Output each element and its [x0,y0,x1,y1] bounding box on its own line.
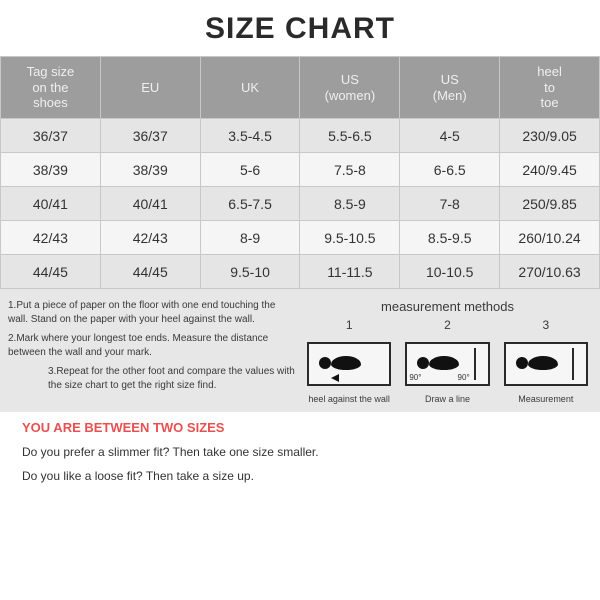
angle-label: 90° [458,373,470,382]
table-cell: 10-10.5 [400,255,500,289]
table-cell: 7.5-8 [300,153,400,187]
method-number: 1 [346,318,353,332]
table-cell: 36/37 [1,119,101,153]
table-cell: 260/10.24 [500,221,600,255]
table-cell: 40/41 [100,187,200,221]
table-row: 38/3938/395-67.5-86-6.5240/9.45 [1,153,600,187]
column-header-line: on the [1,80,100,96]
heel-icon [417,357,429,369]
table-cell: 6.5-7.5 [200,187,300,221]
two-sizes-section: YOU ARE BETWEEN TWO SIZES Do you prefer … [0,412,600,483]
column-header-line: UK [201,80,300,96]
table-cell: 8.5-9.5 [400,221,500,255]
column-header-line: US [300,72,399,88]
column-header-line: (Men) [400,88,499,104]
table-cell: 250/9.85 [500,187,600,221]
table-cell: 9.5-10 [200,255,300,289]
column-header-line: heel [500,64,599,80]
angle-label: 90° [409,373,421,382]
column-header: US(Men) [400,57,500,119]
table-cell: 42/43 [1,221,101,255]
column-header: EU [100,57,200,119]
instruction-step: 1.Put a piece of paper on the floor with… [8,299,297,326]
table-cell: 5.5-6.5 [300,119,400,153]
table-cell: 270/10.63 [500,255,600,289]
table-row: 36/3736/373.5-4.55.5-6.54-5230/9.05 [1,119,600,153]
column-header-line: toe [500,95,599,111]
table-cell: 3.5-4.5 [200,119,300,153]
table-cell: 8-9 [200,221,300,255]
heel-icon [516,357,528,369]
page-title: SIZE CHART [0,0,600,56]
size-chart-body: 36/3736/373.5-4.55.5-6.54-5230/9.0538/39… [1,119,600,289]
table-cell: 44/45 [1,255,101,289]
column-header-line: shoes [1,95,100,111]
table-cell: 4-5 [400,119,500,153]
table-row: 44/4544/459.5-1011-11.510-10.5270/10.63 [1,255,600,289]
table-cell: 11-11.5 [300,255,400,289]
table-cell: 40/41 [1,187,101,221]
column-header-line: Tag size [1,64,100,80]
table-cell: 42/43 [100,221,200,255]
method-caption: heel against the wall [303,394,395,404]
column-header-line: EU [101,80,200,96]
vertical-line-icon [572,348,574,380]
column-header-line: (women) [300,88,399,104]
heel-icon [319,357,331,369]
footprint-icon [429,356,459,370]
method-diagram [504,342,588,386]
method-diagram [307,342,391,386]
size-chart-header: Tag sizeon theshoesEUUKUS(women)US(Men)h… [1,57,600,119]
table-cell: 240/9.45 [500,153,600,187]
method-cell: 3 Measurement [500,318,592,404]
table-cell: 230/9.05 [500,119,600,153]
method-cell: 1 heel against the wall [303,318,395,404]
table-cell: 6-6.5 [400,153,500,187]
column-header: US(women) [300,57,400,119]
vertical-line-icon [474,348,476,380]
instruction-step: 3.Repeat for the other foot and compare … [8,365,297,392]
method-number: 2 [444,318,451,332]
measurement-band: 1.Put a piece of paper on the floor with… [0,289,600,412]
table-cell: 36/37 [100,119,200,153]
arrow-left-icon [331,374,339,382]
column-header: Tag sizeon theshoes [1,57,101,119]
two-sizes-heading: YOU ARE BETWEEN TWO SIZES [22,420,590,435]
column-header-line: US [400,72,499,88]
size-chart-table: Tag sizeon theshoesEUUKUS(women)US(Men)h… [0,56,600,289]
method-caption: Measurement [500,394,592,404]
table-cell: 5-6 [200,153,300,187]
table-cell: 9.5-10.5 [300,221,400,255]
column-header-line: to [500,80,599,96]
footprint-icon [528,356,558,370]
method-diagram: 90° 90° [405,342,489,386]
table-cell: 38/39 [100,153,200,187]
table-row: 40/4140/416.5-7.58.5-97-8250/9.85 [1,187,600,221]
method-cell: 2 90° 90° Draw a line [401,318,493,404]
footprint-icon [331,356,361,370]
method-caption: Draw a line [401,394,493,404]
measurement-methods: measurement methods 1 heel against the w… [303,299,592,404]
column-header: UK [200,57,300,119]
table-cell: 38/39 [1,153,101,187]
table-row: 42/4342/438-99.5-10.58.5-9.5260/10.24 [1,221,600,255]
table-cell: 44/45 [100,255,200,289]
two-sizes-question: Do you like a loose fit? Then take a siz… [22,469,590,483]
table-cell: 7-8 [400,187,500,221]
instruction-step: 2.Mark where your longest toe ends. Meas… [8,332,297,359]
method-number: 3 [542,318,549,332]
table-cell: 8.5-9 [300,187,400,221]
methods-title: measurement methods [303,299,592,314]
column-header: heeltotoe [500,57,600,119]
two-sizes-question: Do you prefer a slimmer fit? Then take o… [22,445,590,459]
measurement-instructions: 1.Put a piece of paper on the floor with… [8,299,297,404]
